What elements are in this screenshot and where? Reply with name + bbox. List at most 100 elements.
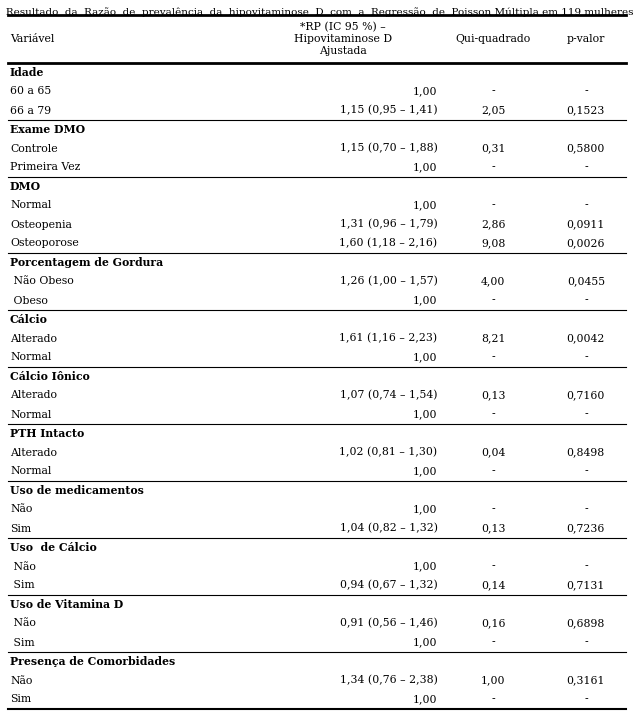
Text: 0,7236: 0,7236 [567, 523, 605, 533]
Text: -: - [584, 466, 588, 476]
Text: -: - [584, 352, 588, 363]
Text: -: - [491, 505, 495, 515]
Text: 1,00: 1,00 [413, 295, 437, 305]
Text: 1,00: 1,00 [413, 505, 437, 515]
Text: 9,08: 9,08 [481, 239, 505, 249]
Text: 0,94 (0,67 – 1,32): 0,94 (0,67 – 1,32) [340, 581, 437, 591]
Text: Sim: Sim [10, 638, 35, 648]
Text: Alterado: Alterado [10, 390, 57, 400]
Text: 0,04: 0,04 [481, 448, 505, 458]
Text: -: - [491, 410, 495, 420]
Text: 1,00: 1,00 [413, 87, 437, 97]
Text: Porcentagem de Gordura: Porcentagem de Gordura [10, 257, 163, 268]
Text: Alterado: Alterado [10, 333, 57, 343]
Text: -: - [584, 694, 588, 704]
Text: 1,61 (1,16 – 2,23): 1,61 (1,16 – 2,23) [339, 333, 437, 344]
Text: 0,5800: 0,5800 [567, 144, 605, 154]
Text: Não: Não [10, 618, 36, 628]
Text: Não: Não [10, 676, 32, 686]
Text: Controle: Controle [10, 144, 58, 154]
Text: 0,16: 0,16 [481, 618, 505, 628]
Text: 0,8498: 0,8498 [567, 448, 605, 458]
Text: 8,21: 8,21 [481, 333, 505, 343]
Text: 1,00: 1,00 [413, 410, 437, 420]
Text: 0,0042: 0,0042 [567, 333, 605, 343]
Text: 0,91 (0,56 – 1,46): 0,91 (0,56 – 1,46) [340, 618, 437, 628]
Text: -: - [584, 162, 588, 172]
Text: -: - [584, 410, 588, 420]
Text: Osteopenia: Osteopenia [10, 220, 72, 230]
Text: Normal: Normal [10, 410, 51, 420]
Text: 1,04 (0,82 – 1,32): 1,04 (0,82 – 1,32) [340, 523, 437, 533]
Text: Sim: Sim [10, 581, 35, 591]
Text: 0,0911: 0,0911 [567, 220, 605, 230]
Text: Normal: Normal [10, 466, 51, 476]
Text: -: - [491, 352, 495, 363]
Text: -: - [584, 295, 588, 305]
Text: 66 a 79: 66 a 79 [10, 106, 51, 116]
Text: DMO: DMO [10, 181, 41, 192]
Text: 1,15 (0,70 – 1,88): 1,15 (0,70 – 1,88) [340, 143, 437, 154]
Text: 1,00: 1,00 [413, 466, 437, 476]
Text: Normal: Normal [10, 352, 51, 363]
Text: 1,34 (0,76 – 2,38): 1,34 (0,76 – 2,38) [340, 676, 437, 686]
Text: -: - [584, 200, 588, 210]
Text: -: - [491, 200, 495, 210]
Text: -: - [584, 638, 588, 648]
Text: Uso  de Cálcio: Uso de Cálcio [10, 542, 97, 553]
Text: 1,00: 1,00 [413, 352, 437, 363]
Text: -: - [491, 466, 495, 476]
Text: 0,3161: 0,3161 [567, 676, 605, 686]
Text: 0,13: 0,13 [481, 390, 505, 400]
Text: Cálcio Iônico: Cálcio Iônico [10, 371, 90, 382]
Text: 0,6898: 0,6898 [567, 618, 605, 628]
Text: Idade: Idade [10, 67, 44, 78]
Text: -: - [491, 561, 495, 571]
Text: 1,07 (0,74 – 1,54): 1,07 (0,74 – 1,54) [340, 390, 437, 400]
Text: Exame DMO: Exame DMO [10, 124, 85, 135]
Text: Cálcio: Cálcio [10, 314, 48, 325]
Text: Presença de Comorbidades: Presença de Comorbidades [10, 656, 175, 667]
Text: 0,7160: 0,7160 [567, 390, 605, 400]
Text: Uso de medicamentos: Uso de medicamentos [10, 485, 144, 496]
Text: Não: Não [10, 561, 36, 571]
Text: Primeira Vez: Primeira Vez [10, 162, 81, 172]
Text: Alterado: Alterado [10, 448, 57, 458]
Text: 0,7131: 0,7131 [567, 581, 605, 591]
Text: -: - [491, 694, 495, 704]
Text: 0,31: 0,31 [481, 144, 505, 154]
Text: 2,05: 2,05 [481, 106, 505, 116]
Text: -: - [584, 505, 588, 515]
Text: Sim: Sim [10, 523, 31, 533]
Text: 1,02 (0,81 – 1,30): 1,02 (0,81 – 1,30) [339, 448, 437, 458]
Text: Obeso: Obeso [10, 295, 48, 305]
Text: 0,1523: 0,1523 [567, 106, 605, 116]
Text: *RP (IC 95 %) –
Hipovitaminose D
Ajustada: *RP (IC 95 %) – Hipovitaminose D Ajustad… [294, 22, 392, 56]
Text: 1,00: 1,00 [413, 561, 437, 571]
Text: PTH Intacto: PTH Intacto [10, 428, 84, 439]
Text: 0,13: 0,13 [481, 523, 505, 533]
Text: Não Obeso: Não Obeso [10, 277, 74, 287]
Text: 0,0026: 0,0026 [567, 239, 605, 249]
Text: Variável: Variável [10, 34, 55, 44]
Text: p-valor: p-valor [567, 34, 605, 44]
Text: 1,15 (0,95 – 1,41): 1,15 (0,95 – 1,41) [340, 105, 437, 116]
Text: -: - [491, 638, 495, 648]
Text: -: - [491, 295, 495, 305]
Text: 1,00: 1,00 [413, 162, 437, 172]
Text: 0,14: 0,14 [481, 581, 505, 591]
Text: -: - [491, 162, 495, 172]
Text: 1,26 (1,00 – 1,57): 1,26 (1,00 – 1,57) [340, 276, 437, 287]
Text: Não: Não [10, 505, 32, 515]
Text: Normal: Normal [10, 200, 51, 210]
Text: 1,00: 1,00 [413, 638, 437, 648]
Text: Qui-quadrado: Qui-quadrado [455, 34, 531, 44]
Text: 1,00: 1,00 [481, 676, 505, 686]
Text: -: - [584, 561, 588, 571]
Text: 4,00: 4,00 [481, 277, 505, 287]
Text: 1,60 (1,18 – 2,16): 1,60 (1,18 – 2,16) [339, 238, 437, 249]
Text: Uso de Vitamina D: Uso de Vitamina D [10, 599, 123, 610]
Text: -: - [491, 87, 495, 97]
Text: Tabela  3:  Resultado  da  Razão  de  prevalência  da  hipovitaminose  D  com  a: Tabela 3: Resultado da Razão de prevalên… [0, 7, 634, 16]
Text: 1,00: 1,00 [413, 200, 437, 210]
